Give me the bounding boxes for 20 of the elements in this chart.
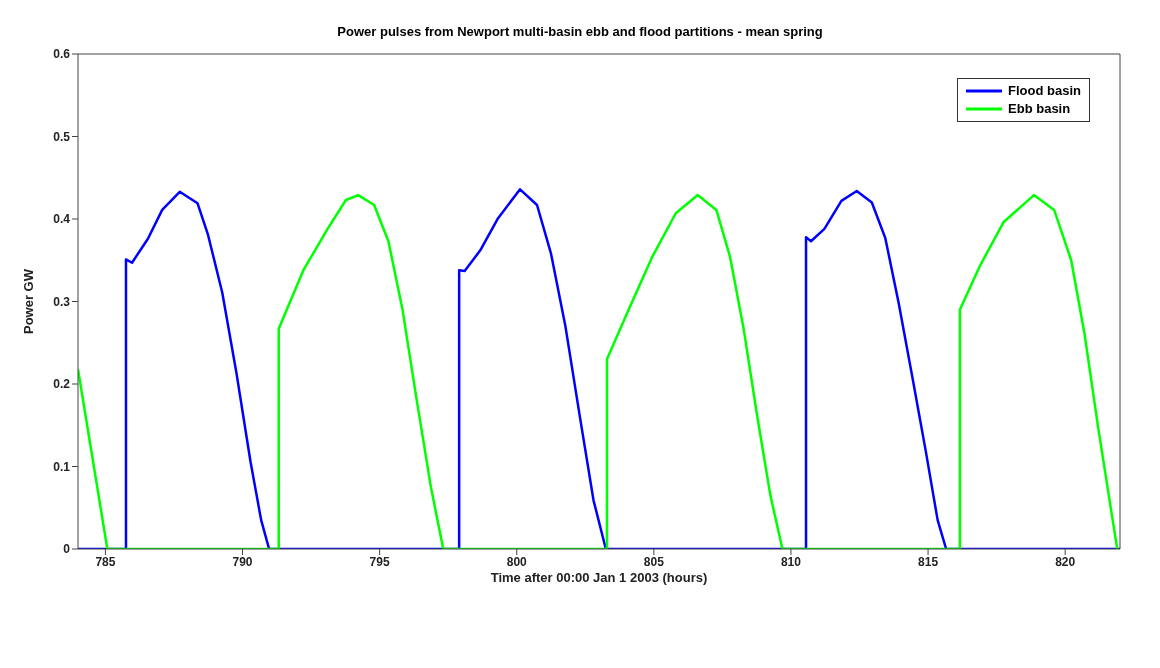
x-tick-label: 805 <box>643 554 665 569</box>
x-tick-label: 790 <box>232 554 253 569</box>
legend-label: Ebb basin <box>1008 100 1071 118</box>
y-tick-label: 0.1 <box>53 459 71 474</box>
y-tick-label: 0.2 <box>53 377 71 392</box>
x-tick-label: 800 <box>506 554 528 569</box>
y-tick-label: 0 <box>63 542 71 557</box>
legend-label: Flood basin <box>1008 82 1081 100</box>
x-tick-label: 820 <box>1055 554 1076 569</box>
y-tick-label: 0.6 <box>53 47 71 62</box>
y-tick-label: 0.5 <box>53 129 71 144</box>
x-tick-label: 785 <box>95 554 116 569</box>
x-tick-label: 815 <box>918 554 939 569</box>
x-axis-title: Time after 00:00 Jan 1 2003 (hours) <box>490 570 708 585</box>
x-tick-label: 810 <box>780 554 802 569</box>
y-tick-label: 0.4 <box>53 212 71 227</box>
y-axis-title: Power GW <box>20 268 36 335</box>
x-tick-label: 795 <box>369 554 390 569</box>
y-tick-label: 0.3 <box>53 294 71 309</box>
chart-title: Power pulses from Newport multi-basin ebb and flood partitions - mean spring <box>336 24 824 39</box>
